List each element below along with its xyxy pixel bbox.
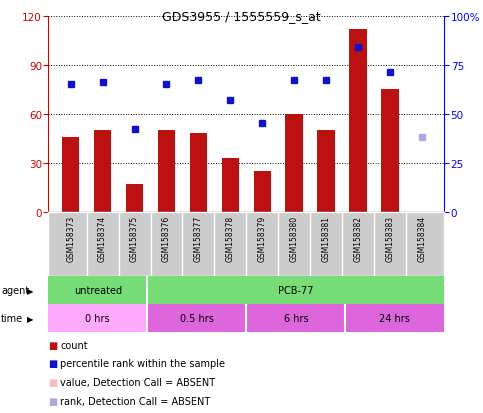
Text: ▶: ▶ bbox=[27, 286, 33, 295]
Bar bbox=[381, 90, 399, 212]
Bar bbox=[285, 114, 303, 212]
Bar bbox=[62, 137, 79, 212]
Text: ■: ■ bbox=[48, 340, 57, 350]
Bar bbox=[94, 131, 112, 212]
Bar bbox=[190, 134, 207, 212]
Text: time: time bbox=[1, 313, 23, 323]
Text: GSM158378: GSM158378 bbox=[226, 216, 235, 261]
Text: PCB-77: PCB-77 bbox=[278, 285, 313, 295]
Text: count: count bbox=[60, 340, 88, 350]
Bar bbox=[147, 304, 246, 332]
Text: ▶: ▶ bbox=[27, 314, 33, 323]
Text: GSM158375: GSM158375 bbox=[130, 216, 139, 261]
Text: GSM158381: GSM158381 bbox=[322, 216, 331, 261]
Bar bbox=[222, 159, 239, 212]
Text: GSM158383: GSM158383 bbox=[385, 216, 395, 261]
Text: agent: agent bbox=[1, 285, 29, 295]
Text: GSM158377: GSM158377 bbox=[194, 216, 203, 261]
Text: GSM158374: GSM158374 bbox=[98, 216, 107, 261]
Text: 0 hrs: 0 hrs bbox=[85, 313, 110, 323]
Text: percentile rank within the sample: percentile rank within the sample bbox=[60, 358, 226, 368]
Text: GSM158379: GSM158379 bbox=[258, 216, 267, 261]
Text: 24 hrs: 24 hrs bbox=[380, 313, 410, 323]
Text: GDS3955 / 1555559_s_at: GDS3955 / 1555559_s_at bbox=[162, 10, 321, 23]
Text: GSM158384: GSM158384 bbox=[417, 216, 426, 261]
Bar bbox=[126, 185, 143, 212]
Bar bbox=[147, 276, 444, 304]
Bar bbox=[254, 171, 271, 212]
Bar bbox=[349, 30, 367, 212]
Bar bbox=[48, 276, 147, 304]
Text: ■: ■ bbox=[48, 358, 57, 368]
Text: GSM158376: GSM158376 bbox=[162, 216, 171, 261]
Text: GSM158373: GSM158373 bbox=[66, 216, 75, 261]
Text: ■: ■ bbox=[48, 377, 57, 387]
Text: GSM158382: GSM158382 bbox=[354, 216, 363, 261]
Bar bbox=[246, 304, 345, 332]
Text: ■: ■ bbox=[48, 396, 57, 406]
Text: untreated: untreated bbox=[74, 285, 122, 295]
Bar bbox=[345, 304, 444, 332]
Text: value, Detection Call = ABSENT: value, Detection Call = ABSENT bbox=[60, 377, 215, 387]
Text: 6 hrs: 6 hrs bbox=[284, 313, 308, 323]
Bar bbox=[317, 131, 335, 212]
Bar bbox=[157, 131, 175, 212]
Bar bbox=[48, 304, 147, 332]
Text: 0.5 hrs: 0.5 hrs bbox=[180, 313, 214, 323]
Text: GSM158380: GSM158380 bbox=[290, 216, 299, 261]
Text: rank, Detection Call = ABSENT: rank, Detection Call = ABSENT bbox=[60, 396, 211, 406]
